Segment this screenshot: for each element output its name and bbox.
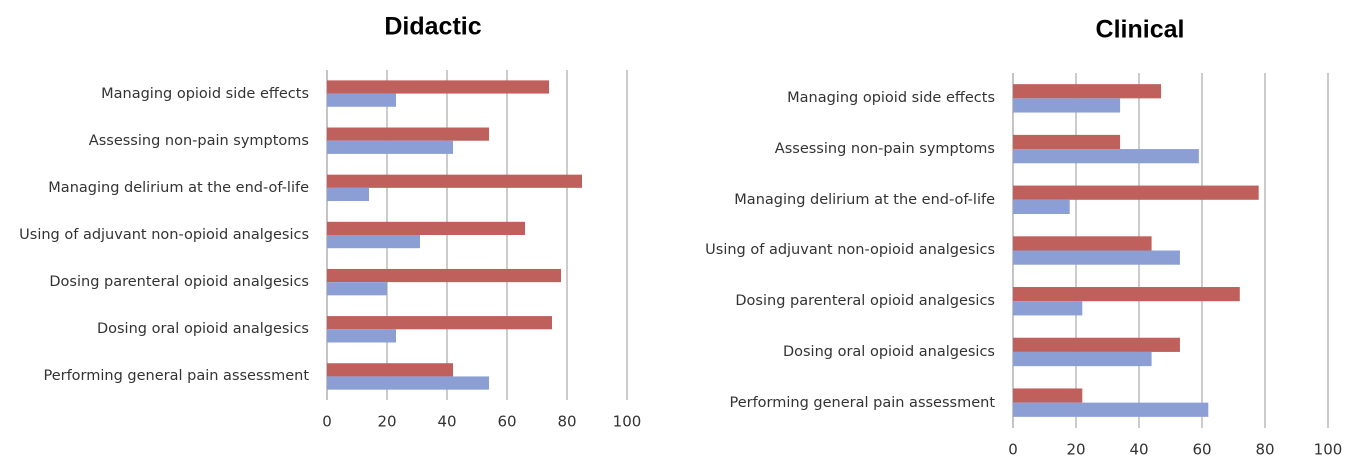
category-label: Assessing non-pain symptoms xyxy=(88,132,309,149)
category-label: Managing delirium at the end-of-life xyxy=(48,179,309,196)
x-tick-label: 100 xyxy=(1314,441,1343,456)
bar xyxy=(1013,287,1240,302)
bar xyxy=(327,187,369,202)
bar xyxy=(1013,149,1199,164)
x-tick-label: 40 xyxy=(437,413,456,431)
bar xyxy=(327,127,489,141)
category-label: Dosing parenteral opioid analgesics xyxy=(735,293,995,310)
x-tick-label: 60 xyxy=(1192,441,1211,456)
category-label: Managing opioid side effects xyxy=(101,85,309,102)
x-tick-label: 80 xyxy=(1255,441,1274,456)
bar xyxy=(1013,199,1070,214)
x-tick-label: 0 xyxy=(322,413,332,431)
bar xyxy=(327,282,387,296)
bar xyxy=(327,174,582,188)
x-tick-label: 0 xyxy=(1008,441,1018,456)
category-label: Using of adjuvant non-opioid analgesics xyxy=(19,226,309,243)
category-label: Managing opioid side effects xyxy=(787,90,995,107)
category-label: Dosing oral opioid analgesics xyxy=(96,321,309,338)
chart-title: Didactic xyxy=(384,13,481,41)
chart-title: Clinical xyxy=(1096,16,1185,44)
bar xyxy=(1013,351,1152,367)
x-tick-label: 60 xyxy=(497,413,516,431)
category-label: Performing general pain assessment xyxy=(729,394,995,411)
bar xyxy=(327,329,396,343)
bar xyxy=(1013,185,1259,200)
category-label: Assessing non-pain symptoms xyxy=(774,141,995,158)
bar xyxy=(1013,402,1209,417)
category-label: Performing general pain assessment xyxy=(43,368,309,385)
bar xyxy=(327,316,552,330)
bar xyxy=(1013,301,1083,316)
bar xyxy=(327,235,420,249)
bar xyxy=(1013,250,1180,265)
bar xyxy=(327,93,396,107)
category-label: Managing delirium at the end-of-life xyxy=(734,191,995,208)
category-label: Using of adjuvant non-opioid analgesics xyxy=(705,242,995,259)
bar xyxy=(1013,388,1083,403)
x-tick-label: 40 xyxy=(1129,441,1148,456)
bar xyxy=(327,221,525,235)
bar xyxy=(327,140,453,154)
bar xyxy=(1013,84,1162,99)
bar xyxy=(1013,98,1121,113)
bar xyxy=(327,268,561,283)
x-tick-label: 100 xyxy=(613,413,642,431)
category-label: Dosing oral opioid analgesics xyxy=(782,343,995,360)
x-tick-label: 80 xyxy=(557,413,576,431)
x-tick-label: 20 xyxy=(377,413,396,431)
bar xyxy=(1013,236,1152,251)
bar xyxy=(327,80,549,94)
bar xyxy=(1013,134,1121,150)
bar xyxy=(1013,337,1180,352)
category-label: Dosing parenteral opioid analgesics xyxy=(49,274,309,291)
bar xyxy=(327,376,489,390)
x-tick-label: 20 xyxy=(1066,441,1085,456)
bar xyxy=(327,363,453,377)
